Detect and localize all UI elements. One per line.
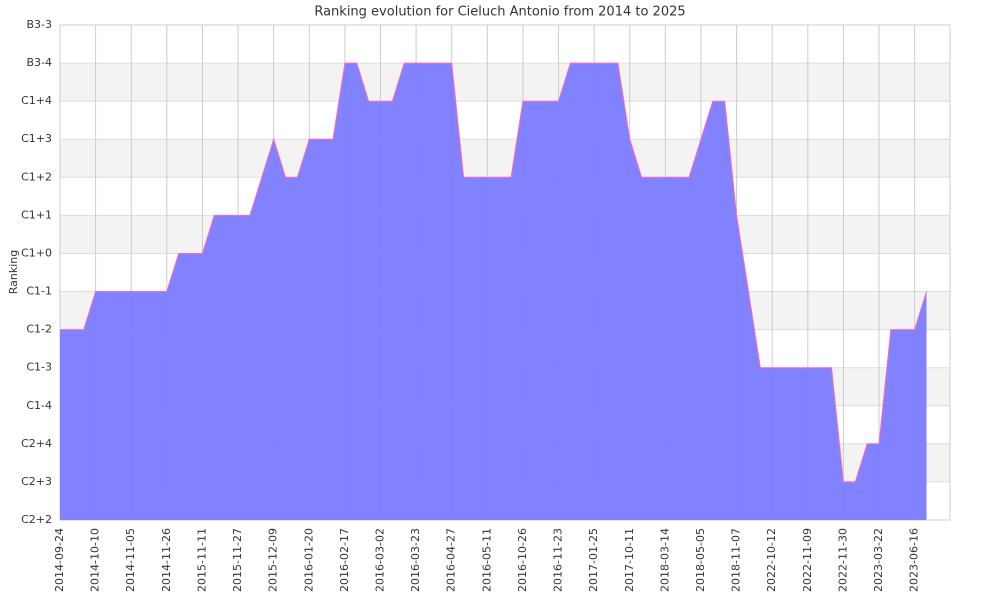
x-tick-label: 2023-03-22 — [872, 528, 885, 592]
x-tick-label: 2014-09-24 — [53, 528, 66, 592]
y-tick-label: C2+4 — [21, 437, 52, 450]
x-tick-label: 2017-01-25 — [587, 528, 600, 592]
x-tick-label: 2018-05-05 — [694, 528, 707, 592]
x-tick-label: 2016-04-27 — [445, 528, 458, 592]
x-tick-label: 2015-12-09 — [267, 528, 280, 592]
x-tick-label: 2018-03-14 — [658, 528, 671, 592]
x-tick-label: 2017-10-11 — [623, 528, 636, 592]
x-tick-label: 2016-03-23 — [409, 528, 422, 592]
y-tick-label: C1+1 — [21, 208, 52, 221]
chart-title: Ranking evolution for Cieluch Antonio fr… — [314, 5, 685, 20]
area — [60, 63, 927, 520]
y-tick-label: C1+4 — [21, 94, 52, 107]
x-tick-label: 2014-11-05 — [124, 528, 137, 592]
grid-band — [60, 139, 950, 178]
x-tick-label: 2016-02-17 — [338, 528, 351, 592]
y-tick-label: C1-4 — [26, 399, 52, 412]
x-tick-label: 2016-03-02 — [373, 528, 386, 592]
y-axis-label: Ranking — [7, 250, 20, 295]
x-tick-label: 2015-11-11 — [195, 528, 208, 592]
y-tick-label: C1-1 — [26, 285, 52, 298]
grid-band — [60, 63, 950, 102]
x-tick-label: 2015-11-27 — [231, 528, 244, 592]
y-tick-label: C2+3 — [21, 475, 52, 488]
x-tick-label: 2016-11-23 — [552, 528, 565, 592]
y-tick-label: C1+0 — [21, 246, 52, 259]
x-tick-label: 2022-11-30 — [836, 528, 849, 592]
y-tick-label: C1-3 — [26, 361, 52, 374]
y-tick-label: C1-2 — [26, 323, 52, 336]
x-tick-label: 2014-10-10 — [89, 528, 102, 592]
line — [60, 62, 927, 483]
x-tick-label: 2014-11-26 — [160, 528, 173, 592]
y-tick-label: C2+2 — [21, 513, 52, 526]
x-tick-label: 2018-11-07 — [730, 528, 743, 592]
y-tick-label: C1+2 — [21, 170, 52, 183]
y-tick-label: C1+3 — [21, 132, 52, 145]
x-tick-label: 2022-11-09 — [801, 528, 814, 592]
x-tick-label: 2022-10-12 — [765, 528, 778, 592]
x-tick-label: 2016-05-11 — [480, 528, 493, 592]
x-tick-label: 2016-10-26 — [516, 528, 529, 592]
x-tick-label: 2023-06-16 — [908, 528, 921, 592]
y-tick-label: B3-4 — [26, 56, 52, 69]
y-tick-label: B3-3 — [26, 18, 52, 31]
x-tick-label: 2016-01-20 — [302, 528, 315, 592]
